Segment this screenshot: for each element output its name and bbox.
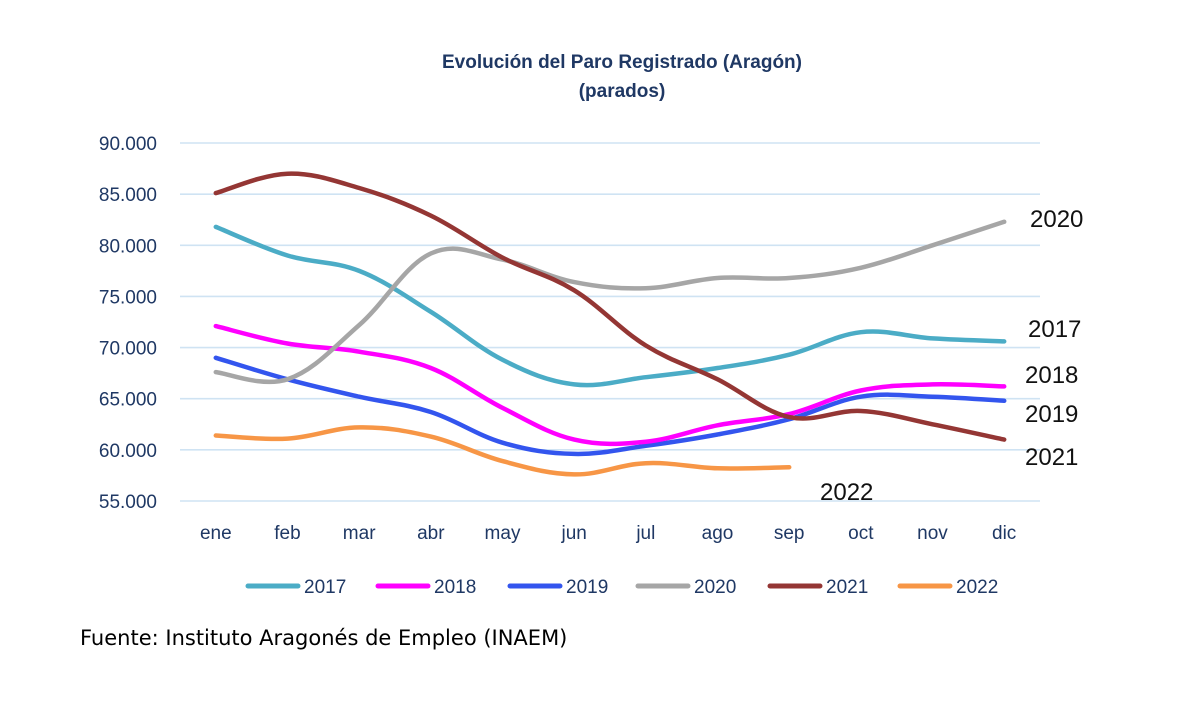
series-end-labels: 2017 2018 2019 2020 2021 2022 (820, 206, 1083, 506)
x-tick-label-feb: feb (274, 523, 300, 544)
series-line-2022 (213, 425, 792, 477)
series-lines (213, 171, 1007, 477)
end-label-2018: 2018 (1025, 362, 1078, 389)
x-tick-label-nov: nov (917, 523, 948, 544)
x-axis: ene feb mar abr may jun jul ago sep oct nov dic (200, 523, 1016, 544)
y-tick-label: 75.000 (99, 287, 157, 308)
y-tick-label: 70.000 (99, 339, 157, 360)
source-note: Fuente: Instituto Aragonés de Empleo (IN… (80, 626, 568, 650)
gridlines (180, 142, 1040, 502)
legend-label-2022: 2022 (956, 577, 998, 598)
x-tick-label-sep: sep (774, 523, 805, 544)
x-tick-label-may: may (485, 523, 521, 544)
end-label-2021: 2021 (1025, 444, 1078, 471)
legend-label-2018: 2018 (434, 577, 476, 598)
chart-subtitle: (parados) (579, 81, 666, 102)
series-line-2019 (213, 355, 1007, 457)
x-tick-label-ene: ene (200, 523, 232, 544)
series-line-2018 (213, 323, 1007, 447)
x-tick-label-jul: jul (635, 523, 655, 544)
x-tick-label-mar: mar (343, 523, 376, 544)
end-label-2017: 2017 (1028, 316, 1081, 343)
series-line-2021 (213, 171, 1007, 442)
chart-title: Evolución del Paro Registrado (Aragón) (442, 52, 802, 73)
x-tick-label-jun: jun (560, 523, 586, 544)
y-tick-label: 60.000 (99, 441, 157, 462)
series-line-2020 (213, 219, 1007, 385)
x-tick-label-abr: abr (417, 523, 445, 544)
x-tick-label-ago: ago (702, 523, 734, 544)
legend: 2017 2018 2019 2020 2021 2022 (245, 577, 998, 598)
end-label-2022: 2022 (820, 479, 873, 506)
y-tick-label: 90.000 (99, 134, 157, 155)
y-tick-label: 65.000 (99, 390, 157, 411)
legend-label-2021: 2021 (826, 577, 868, 598)
end-label-2019: 2019 (1025, 401, 1078, 428)
x-tick-label-dic: dic (992, 523, 1016, 544)
legend-label-2017: 2017 (304, 577, 346, 598)
y-axis: 55.000 60.000 65.000 70.000 75.000 80.000 85.0… (99, 134, 157, 513)
series-line-2017 (213, 224, 1007, 388)
end-label-2020: 2020 (1030, 206, 1083, 233)
y-tick-label: 85.000 (99, 185, 157, 206)
y-tick-label: 80.000 (99, 236, 157, 257)
legend-label-2019: 2019 (566, 577, 608, 598)
legend-label-2020: 2020 (694, 577, 736, 598)
y-tick-label: 55.000 (99, 492, 157, 513)
x-tick-label-oct: oct (848, 523, 874, 544)
